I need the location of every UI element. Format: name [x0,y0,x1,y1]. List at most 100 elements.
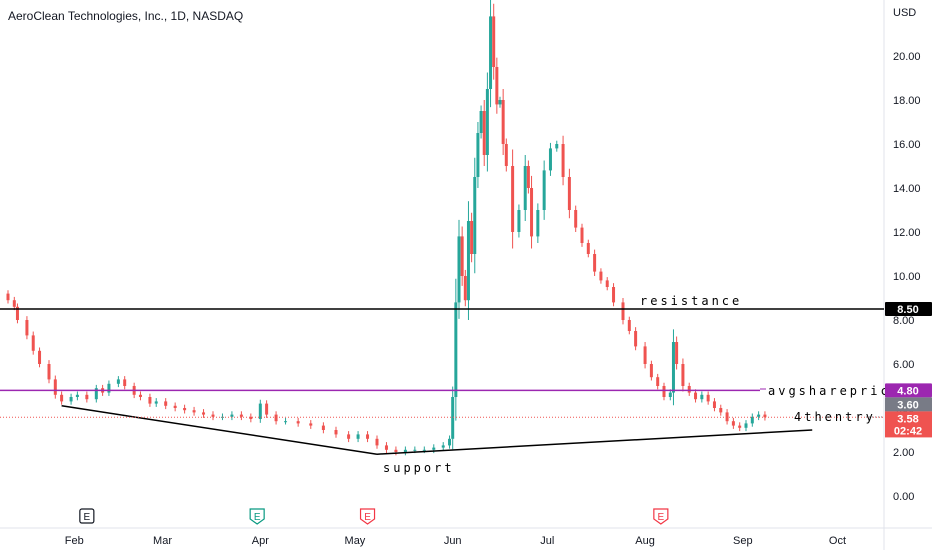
candle-body [574,210,578,228]
fourth-entry-label: 4thentry [794,410,876,424]
candle-body [536,210,540,237]
candle-body [274,414,278,422]
candle-body [492,16,496,67]
candle-body [495,67,499,105]
candle-body [230,414,234,417]
earnings-event-icon[interactable]: E [359,508,376,525]
candle-body [479,111,483,133]
candle-body [6,293,10,301]
earnings-event-icon[interactable]: E [653,508,669,525]
x-axis-ticks: Feb Mar Apr May Jun Jul Aug Sep Oct [65,535,846,547]
x-tick-label: Apr [252,535,269,547]
chart-title: AeroClean Technologies, Inc., 1D, NASDAQ [8,9,243,23]
candle-body [384,445,388,450]
candle-body [485,89,489,155]
candle-body [466,221,470,301]
candle-body [567,177,571,210]
countdown-text: 02:42 [894,425,922,437]
candle-body [148,397,152,404]
x-tick-label: Oct [829,535,846,547]
y-tick-label: 0.00 [893,491,914,503]
badge-8-50-text: 8.50 [897,304,918,316]
candle-body [561,144,565,177]
y-tick-label: 2.00 [893,447,914,459]
avg-share-price-label: avgshareprice [768,384,901,398]
y-tick-label: 8.00 [893,315,914,327]
y-tick-label: 14.00 [893,183,921,195]
earnings-event-shape [359,508,376,525]
earnings-event-icon[interactable]: E [79,508,95,524]
candle-body [123,379,127,386]
candle-body [757,414,761,417]
candle-body [375,438,379,446]
earnings-event-icon[interactable]: E [249,508,265,525]
candle-body [183,408,187,411]
badge-4-80-text: 4.80 [897,385,918,397]
candle-body [69,397,73,402]
earnings-event-label: E [364,512,371,523]
candle-body [403,449,407,452]
candle-body [309,423,313,426]
candle-body [25,320,29,336]
candle-body [164,401,168,406]
candle-body [422,449,426,451]
horizontal-levels [0,308,884,392]
candle-body [284,421,288,423]
candle-body [656,377,660,386]
candle-body [580,227,584,243]
candle-body [347,434,351,439]
candle-body [116,379,120,384]
candle-body [542,170,546,210]
candle-body [432,447,436,450]
candle-body [47,364,51,380]
candle-body [192,410,196,413]
candle-body [687,386,691,393]
candle-body [138,394,142,397]
candle-body [413,449,417,451]
candle-body [750,416,754,424]
currency-label: USD [893,7,916,19]
candle-body [744,423,748,428]
candle-body [249,416,253,419]
candle-body [31,335,35,351]
x-tick-label: Jul [540,535,554,547]
candle-body [463,276,467,301]
y-tick-label: 16.00 [893,139,921,151]
candle-body [593,254,597,272]
badge-current-price [885,411,932,438]
candle-body [675,342,679,364]
candle-body [448,438,452,446]
x-tick-label: Jun [444,535,462,547]
earnings-event-label: E [84,512,91,523]
candle-body [154,401,158,404]
earnings-event-shape [79,508,95,524]
candle-body [511,166,515,232]
x-tick-label: May [345,535,366,547]
candle-body [712,401,716,408]
candle-body [681,364,685,386]
y-tick-label: 18.00 [893,95,921,107]
candle-body [555,144,559,149]
earnings-event-shape [249,508,265,525]
candle-body [643,346,647,364]
candle-body [605,280,609,287]
y-tick-label: 20.00 [893,51,921,63]
badge-8-50 [885,302,932,316]
y-tick-label: 6.00 [893,359,914,371]
candle-body [489,16,493,89]
candle-body [719,408,723,413]
candle-body [296,421,300,424]
candle-body [671,342,675,393]
candle-body [75,394,79,397]
candle-body [441,445,445,448]
candle-body [738,425,742,428]
x-tick-label: Sep [733,535,753,547]
badge-3-60-text: 3.60 [897,399,918,411]
candle-body [706,394,710,402]
candle-body [476,133,480,177]
candle-body [725,412,729,422]
candle-body [523,166,527,210]
candle-body [321,425,325,430]
